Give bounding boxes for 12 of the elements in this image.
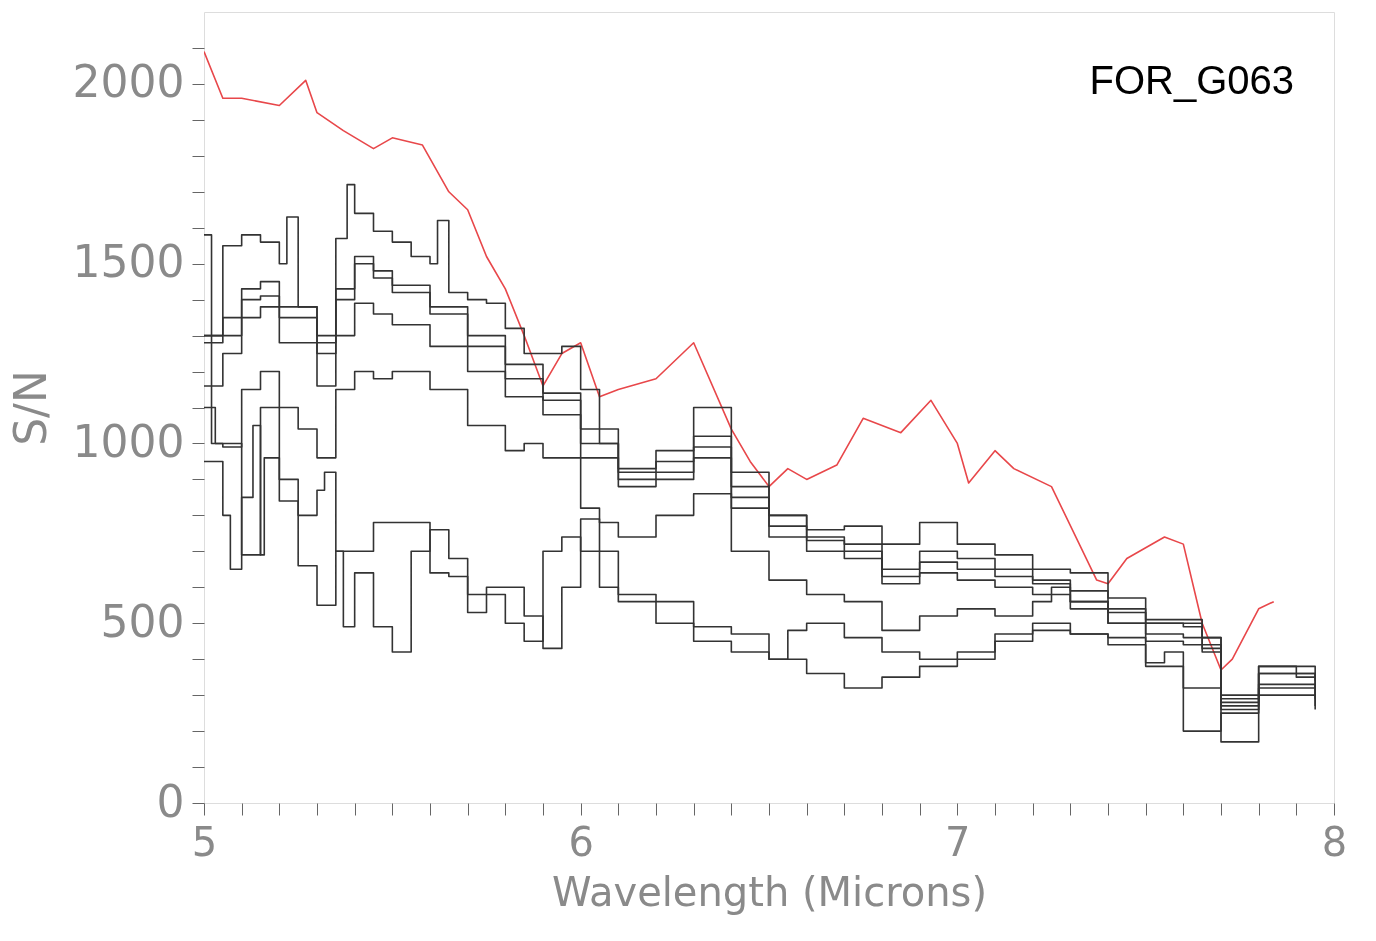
y-tick-label: 1000 xyxy=(72,415,185,467)
y-axis-title: S/N xyxy=(4,370,56,446)
annotation: FOR_G063 xyxy=(1089,58,1294,102)
x-tick-label: 5 xyxy=(191,818,218,865)
y-tick-label: 2000 xyxy=(72,56,185,108)
y-tick-label: 0 xyxy=(156,775,185,827)
x-tick-label: 8 xyxy=(1321,818,1348,865)
y-tick-label: 1500 xyxy=(72,236,185,288)
x-axis-title: Wavelength (Microns) xyxy=(551,868,988,915)
x-tick-label: 7 xyxy=(945,818,971,865)
x-tick-label: 6 xyxy=(568,818,594,865)
y-tick-label: 500 xyxy=(100,595,185,647)
